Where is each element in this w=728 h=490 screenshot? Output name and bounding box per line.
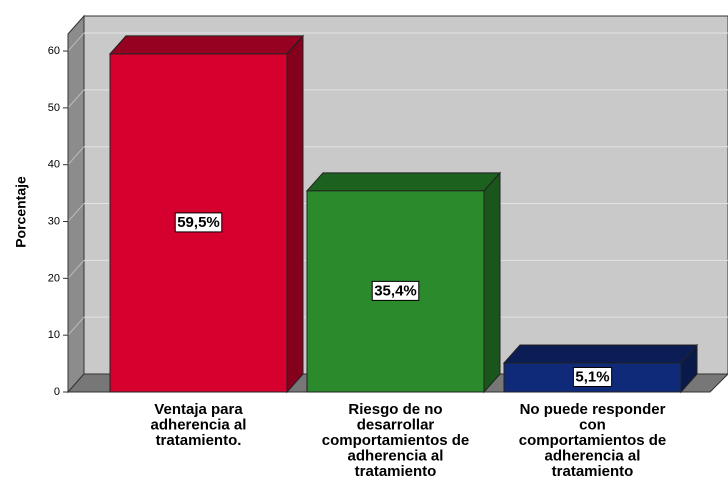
bar (305, 171, 502, 394)
bar-front (306, 190, 485, 393)
y-axis-label: Porcentaje (13, 176, 29, 248)
value-label: 59,5% (177, 214, 220, 231)
x-tick-label: Riesgo de no desarrollar comportamientos d… (322, 401, 470, 480)
bar (108, 34, 305, 394)
grid-line (67, 32, 85, 52)
y-tick-label: 30 (48, 215, 60, 227)
bar-top (108, 35, 305, 55)
grid-line (67, 146, 85, 166)
grid-line (67, 260, 85, 279)
grid-line (67, 89, 85, 109)
y-tick-label: 50 (48, 102, 60, 114)
bar-top (305, 172, 502, 192)
x-tick-label: Ventaja para adherencia al tratamiento. (151, 401, 247, 449)
y-tick-label: 10 (48, 329, 60, 341)
value-label: 5,1% (575, 368, 609, 385)
value-label: 35,4% (374, 282, 417, 299)
y-tick-label: 40 (48, 159, 60, 171)
value-label-box (174, 212, 223, 233)
value-label-box (371, 280, 420, 301)
bar-top (502, 344, 699, 364)
x-tick-label: No puede responder con comportamientos de a… (519, 401, 667, 480)
y-tick-label: 0 (54, 386, 60, 398)
grid-line (67, 203, 85, 222)
value-label-box (572, 366, 613, 387)
left-wall (67, 14, 85, 394)
bar-side (483, 171, 501, 394)
y-tick-label: 20 (48, 272, 60, 284)
grid-line (67, 316, 85, 336)
y-tick-label: 60 (48, 45, 60, 57)
bar-side (286, 34, 304, 394)
